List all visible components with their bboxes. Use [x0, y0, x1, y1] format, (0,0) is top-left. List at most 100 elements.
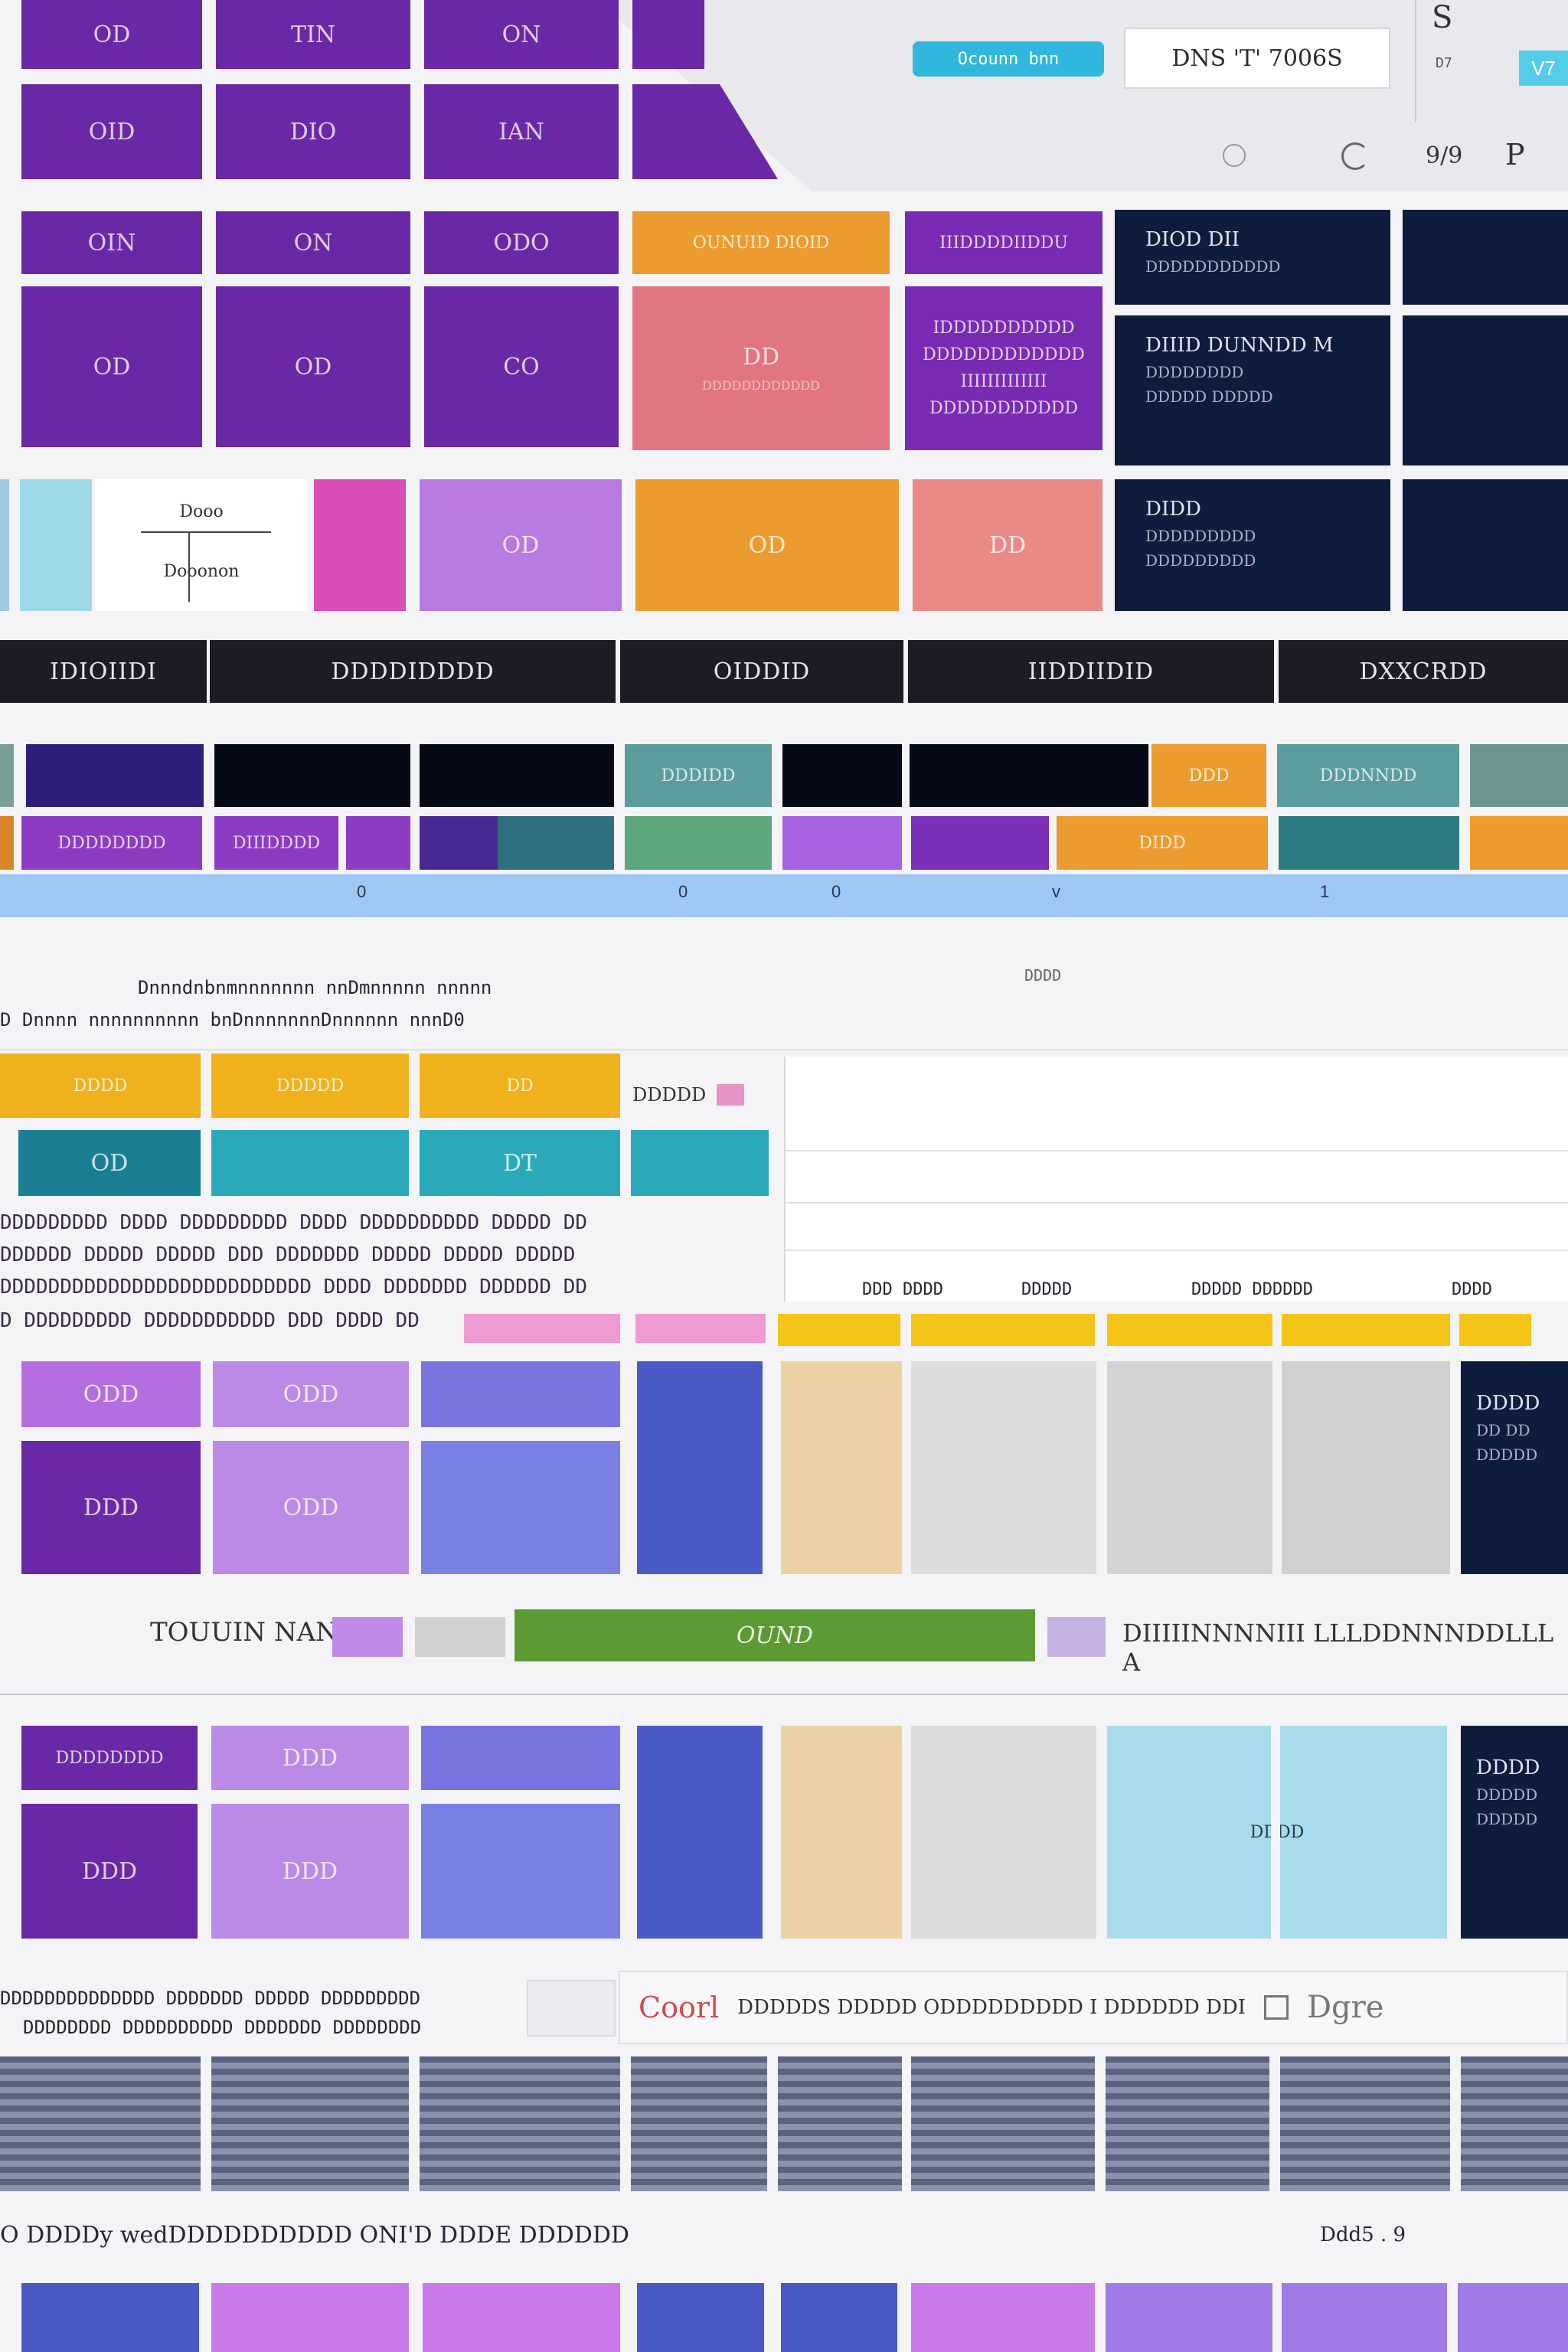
band-cell-teal[interactable]: DDDIDD — [625, 744, 772, 807]
periwinkle-tile[interactable] — [421, 1441, 620, 1574]
teal-tile[interactable] — [211, 1130, 409, 1196]
periwinkle-tile[interactable] — [421, 1726, 620, 1790]
bottom-tile[interactable] — [423, 2283, 620, 2352]
teal-tile[interactable]: OD — [18, 1130, 201, 1196]
amber-tile[interactable]: DDDDD — [211, 1054, 409, 1118]
teal-tile[interactable] — [631, 1130, 769, 1196]
band-cell[interactable] — [911, 816, 1049, 870]
grid-tile[interactable]: DIO — [216, 84, 410, 179]
lilac-tile[interactable]: ODD — [213, 1361, 409, 1427]
sand-tile[interactable] — [781, 1726, 902, 1939]
navy-card[interactable]: DIIID DUNNDD M DDDDDDDD DDDDD DDDDD — [1115, 315, 1390, 466]
bottom-tile[interactable] — [911, 2283, 1095, 2352]
lilac-tile[interactable]: ODD — [21, 1361, 201, 1427]
band-cell[interactable] — [26, 744, 204, 807]
legend-swatch-grey[interactable] — [415, 1617, 505, 1657]
orange-header-tile[interactable]: OUNUID DIOID — [632, 211, 890, 274]
accent-button[interactable]: Ocounn bnn — [913, 41, 1104, 77]
band-cell[interactable] — [420, 744, 614, 807]
grid-tile[interactable]: IAN — [424, 84, 619, 179]
chart-panel[interactable] — [784, 1057, 1568, 1302]
bottom-tile[interactable] — [781, 2283, 897, 2352]
lilac-tile[interactable]: DDD — [211, 1726, 409, 1790]
orange-tile[interactable]: OD — [635, 479, 899, 611]
amber-tile[interactable]: DD — [420, 1054, 620, 1118]
lilac-tile[interactable]: ODD — [213, 1441, 409, 1574]
grid-tile[interactable]: OD — [21, 0, 202, 69]
magenta-tile[interactable] — [314, 479, 406, 611]
bottom-tile[interactable] — [1282, 2283, 1447, 2352]
grid-tile[interactable]: OD — [21, 286, 202, 447]
band-cell[interactable] — [420, 816, 498, 870]
grid-tile[interactable]: ON — [216, 211, 410, 274]
grid-tile[interactable]: ODO — [424, 211, 619, 274]
refresh-icon[interactable] — [1341, 142, 1369, 170]
purple-tile[interactable]: DDD — [21, 1441, 201, 1574]
navy-card[interactable]: DDDD DDDDD DDDDD — [1461, 1726, 1568, 1939]
periwinkle-tile[interactable] — [421, 1804, 620, 1939]
grey-tile[interactable] — [911, 1361, 1096, 1574]
search-field[interactable]: DNS 'T' 7006S — [1124, 28, 1390, 89]
band-cell[interactable] — [910, 744, 1148, 807]
purple-tile[interactable]: DDDDDDDD — [21, 1726, 198, 1790]
band-cell-purple[interactable]: DIIIDDDD — [214, 816, 338, 870]
grid-tile[interactable]: CO — [424, 286, 619, 447]
band-cell-purple[interactable]: DDDDDDDD — [21, 816, 202, 870]
purple-tile[interactable]: DDD — [21, 1804, 198, 1939]
bottom-tile[interactable] — [211, 2283, 409, 2352]
legend-swatch-lilac[interactable] — [332, 1617, 403, 1657]
grid-tile[interactable]: OIN — [21, 211, 202, 274]
column-header[interactable]: IDIOIIDI — [0, 640, 207, 703]
navy-card[interactable]: DIOD DII DDDDDDDDDDD — [1115, 210, 1390, 305]
bottom-tile[interactable] — [637, 2283, 764, 2352]
coral-tile[interactable]: DD — [913, 479, 1102, 611]
purple-header-tile[interactable]: IIIDDDDIIDDU — [905, 211, 1102, 274]
bottom-tile[interactable] — [1458, 2283, 1568, 2352]
column-header[interactable]: DDDDIDDDD — [210, 640, 616, 703]
amber-tile[interactable]: DDDD — [0, 1054, 201, 1118]
legend-green-button[interactable]: OUND — [514, 1609, 1035, 1661]
grid-tile[interactable]: TIN — [216, 0, 410, 69]
band-cell[interactable] — [214, 744, 410, 807]
band-cell-teal[interactable]: DDDNNDD — [1277, 744, 1459, 807]
column-header[interactable]: OIDDID — [620, 640, 903, 703]
lilac-tile[interactable]: OD — [420, 479, 622, 611]
band-cell-orange[interactable]: DIDD — [1057, 816, 1268, 870]
sand-tile[interactable] — [781, 1361, 902, 1574]
lilac-tile[interactable]: DDD — [211, 1804, 409, 1939]
column-header[interactable]: DXXCRDD — [1279, 640, 1568, 703]
bottom-tile[interactable] — [1106, 2283, 1272, 2352]
grey-tile[interactable] — [1282, 1361, 1450, 1574]
grid-tile[interactable]: OID — [21, 84, 202, 179]
coral-tile[interactable]: DD DDDDDDDDDDDD — [632, 286, 890, 450]
legend-card[interactable]: Dooo Dooonon — [95, 479, 308, 611]
bottom-tile[interactable] — [21, 2283, 199, 2352]
band-cell[interactable] — [782, 816, 902, 870]
grid-tile[interactable]: ON — [424, 0, 619, 69]
p-icon[interactable]: P — [1505, 138, 1525, 172]
navy-card[interactable]: DDDD DD DD DDDDD — [1461, 1361, 1568, 1574]
indigo-tile[interactable] — [637, 1726, 763, 1939]
radio-icon[interactable] — [1223, 144, 1246, 167]
band-cell[interactable] — [625, 816, 772, 870]
band-cell[interactable] — [782, 744, 902, 807]
grey-tile[interactable] — [1107, 1361, 1272, 1574]
purple-lines-tile[interactable]: IDDDDDDDDDD DDDDDDDDDDDD IIIIIIIIIIIII D… — [905, 286, 1102, 450]
indigo-tile[interactable] — [637, 1361, 763, 1574]
mini-legend[interactable]: DDDDD — [632, 1063, 770, 1127]
grey-tile[interactable] — [911, 1726, 1096, 1939]
side-tab[interactable]: V7 — [1519, 51, 1568, 86]
grid-tile[interactable]: OD — [216, 286, 410, 447]
band-cell-orange[interactable]: DDD — [1152, 744, 1266, 807]
grid-icon[interactable] — [1263, 1995, 1289, 2020]
navy-card[interactable]: DIDD DDDDDDDDD DDDDDDDDD — [1115, 479, 1390, 611]
s-icon[interactable]: S — [1432, 0, 1453, 35]
strip-blank-box[interactable] — [527, 1980, 616, 2037]
band-cell[interactable] — [498, 816, 614, 870]
teal-tile[interactable]: DT — [420, 1130, 620, 1196]
band-cell-purple[interactable] — [346, 816, 410, 870]
column-header[interactable]: IIDDIIDID — [908, 640, 1274, 703]
search-bar[interactable]: Coorl DDDDDS DDDDD ODDDDDDDDD I DDDDDD D… — [619, 1971, 1568, 2044]
band-cell[interactable] — [1279, 816, 1459, 870]
legend-swatch-mauve[interactable] — [1047, 1617, 1106, 1657]
